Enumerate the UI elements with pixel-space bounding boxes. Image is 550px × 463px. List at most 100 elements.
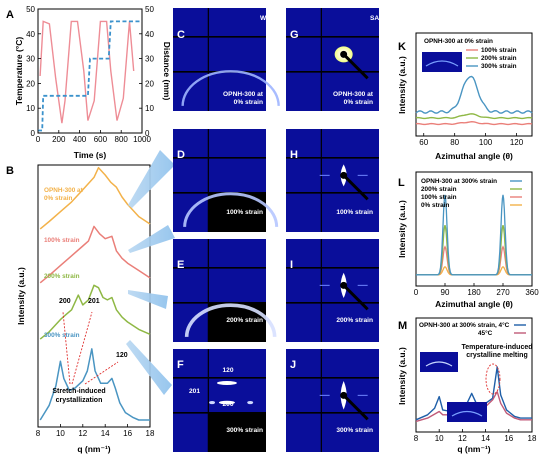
- e-label: 200% strain: [226, 317, 263, 324]
- panel-l-ylabel: Intensity (a.u.): [397, 200, 407, 258]
- b-label-1: 100% strain: [44, 237, 80, 244]
- c-label-line1: OPNH-300 at: [223, 91, 264, 98]
- panel-letter-h: H: [290, 149, 298, 161]
- panel-m: M 8 10 12 14 16 18 OPNH-300 at 300% strain, 4…: [397, 317, 537, 454]
- l-xtick-label: 0: [414, 288, 419, 297]
- l-series-0: [416, 194, 532, 276]
- l-legend-label: OPNH-300 at 300% strain: [421, 178, 497, 185]
- saxs-2-beamstop-arm: [342, 284, 369, 311]
- a-ytick-label: 0: [31, 129, 36, 138]
- waxs-1-diffraction-ring: [183, 192, 279, 227]
- panel-letter-g: G: [290, 29, 299, 41]
- saxs-1-detector: [286, 129, 379, 232]
- a-xtick-label: 600: [94, 135, 108, 144]
- panel-l-series: [416, 194, 532, 276]
- panel-letter-l: L: [398, 177, 405, 189]
- a-xtick-label: 200: [52, 135, 66, 144]
- m-inset-ring-2: [451, 410, 483, 417]
- saxs-3-beamstop-arm: [342, 394, 369, 421]
- k-xtick-label: 80: [450, 138, 459, 147]
- panel-letter-c: C: [177, 29, 185, 41]
- k-legend-label: 300% strain: [481, 63, 517, 70]
- waxs-3-arc-201-r: [247, 400, 254, 405]
- l-series-3: [416, 266, 532, 276]
- callout-arrows: [126, 150, 175, 395]
- saxs-1-beamstop-arm: [342, 174, 369, 201]
- panel-b: B 8 10 12 14 16 18 Intensity (a.u.) q (nm⁻¹) …: [6, 164, 155, 454]
- waxs-3-arc-200: [218, 400, 235, 405]
- m-legend: OPNH-300 at 300% strain, 4°C45°C: [419, 321, 526, 337]
- m-xtick-label: 14: [481, 434, 490, 443]
- waxs-2-diffraction-ring: [184, 303, 277, 337]
- l-xtick-label: 90: [441, 288, 450, 297]
- m-annot-line2: crystalline melting: [466, 352, 527, 359]
- b-series-2: [39, 284, 151, 340]
- k-xtick-label: 60: [419, 138, 428, 147]
- a-series-1: [38, 20, 142, 132]
- diffraction-images: [173, 8, 379, 452]
- k-legend-label: 200% strain: [481, 55, 517, 62]
- m-xtick-label: 16: [504, 434, 513, 443]
- a-ytick-label: 30: [26, 55, 35, 64]
- panel-m-xlabel: q (nm⁻¹): [457, 444, 490, 454]
- l-series-1: [416, 225, 532, 276]
- a-series-0: [39, 20, 135, 124]
- b-peak-120: 120: [116, 352, 128, 359]
- b-series-1: [39, 225, 151, 284]
- b-xtick-label: 18: [146, 429, 155, 438]
- a-right-ytick-label: 30: [145, 55, 154, 64]
- panel-letter-j: J: [290, 359, 296, 371]
- m-series-0: [415, 366, 532, 421]
- waxs-3-arc-201-l: [209, 400, 216, 405]
- m-inset-ring-1: [425, 361, 453, 367]
- a-ytick-label: 10: [26, 104, 35, 113]
- panel-k-frame: [415, 32, 533, 137]
- panel-b-series: [39, 166, 151, 421]
- b-label-0-line1: OPNH-300 at: [44, 187, 84, 194]
- b-peak-201: 201: [88, 298, 100, 305]
- panel-a-series: [38, 20, 142, 132]
- saxs-3-detector: [286, 349, 379, 452]
- f-peak-200: 200: [222, 401, 233, 408]
- panel-k-ylabel: Intensity (a.u.): [397, 56, 407, 114]
- m-xtick-label: 18: [528, 434, 537, 443]
- panel-letter-k: K: [398, 41, 406, 53]
- m-melting-ellipse: [485, 363, 501, 395]
- b-annot-line1: Stretch-induced: [52, 388, 105, 395]
- b-annotation-arrows: [62, 311, 119, 385]
- k-series-1: [415, 113, 533, 120]
- panel-b-xlabel: q (nm⁻¹): [77, 444, 110, 454]
- b-xtick-label: 16: [123, 429, 132, 438]
- waxs-0-detector: [173, 8, 266, 111]
- panel-l-xlabel: Azimuthal angle (θ): [435, 299, 513, 309]
- l-legend-label: 0% strain: [421, 202, 450, 209]
- a-xtick-label: 1000: [133, 135, 151, 144]
- m-xtick-label: 12: [458, 434, 467, 443]
- panel-letter-d: D: [177, 149, 185, 161]
- k-legend-title: OPNH-300 at 0% strain: [424, 38, 493, 45]
- h-label: 100% strain: [336, 209, 373, 216]
- k-series-2: [415, 75, 533, 114]
- a-right-ytick-label: 10: [145, 104, 154, 113]
- waxs-title: WAXS: [260, 15, 280, 22]
- b-xtick-label: 14: [101, 429, 110, 438]
- a-ytick-label: 20: [26, 79, 35, 88]
- panel-letter-e: E: [177, 259, 184, 271]
- panel-m-ticks: 8 10 12 14 16 18: [414, 429, 537, 443]
- l-xtick-label: 360: [525, 288, 539, 297]
- panel-a-xlabel: Time (s): [74, 150, 107, 160]
- panel-letter-m: M: [398, 320, 407, 332]
- i-label: 200% strain: [336, 317, 373, 324]
- panel-k-xlabel: Azimuthal angle (θ): [435, 151, 513, 161]
- m-xtick-label: 8: [414, 434, 419, 443]
- l-legend-label: 100% strain: [421, 194, 457, 201]
- b-label-2: 200% strain: [44, 273, 80, 280]
- m-annot-line1: Temperature-induced: [461, 344, 532, 351]
- panel-k-series: [415, 75, 533, 126]
- m-xtick-label: 10: [435, 434, 444, 443]
- waxs-3-arc-120: [216, 380, 237, 385]
